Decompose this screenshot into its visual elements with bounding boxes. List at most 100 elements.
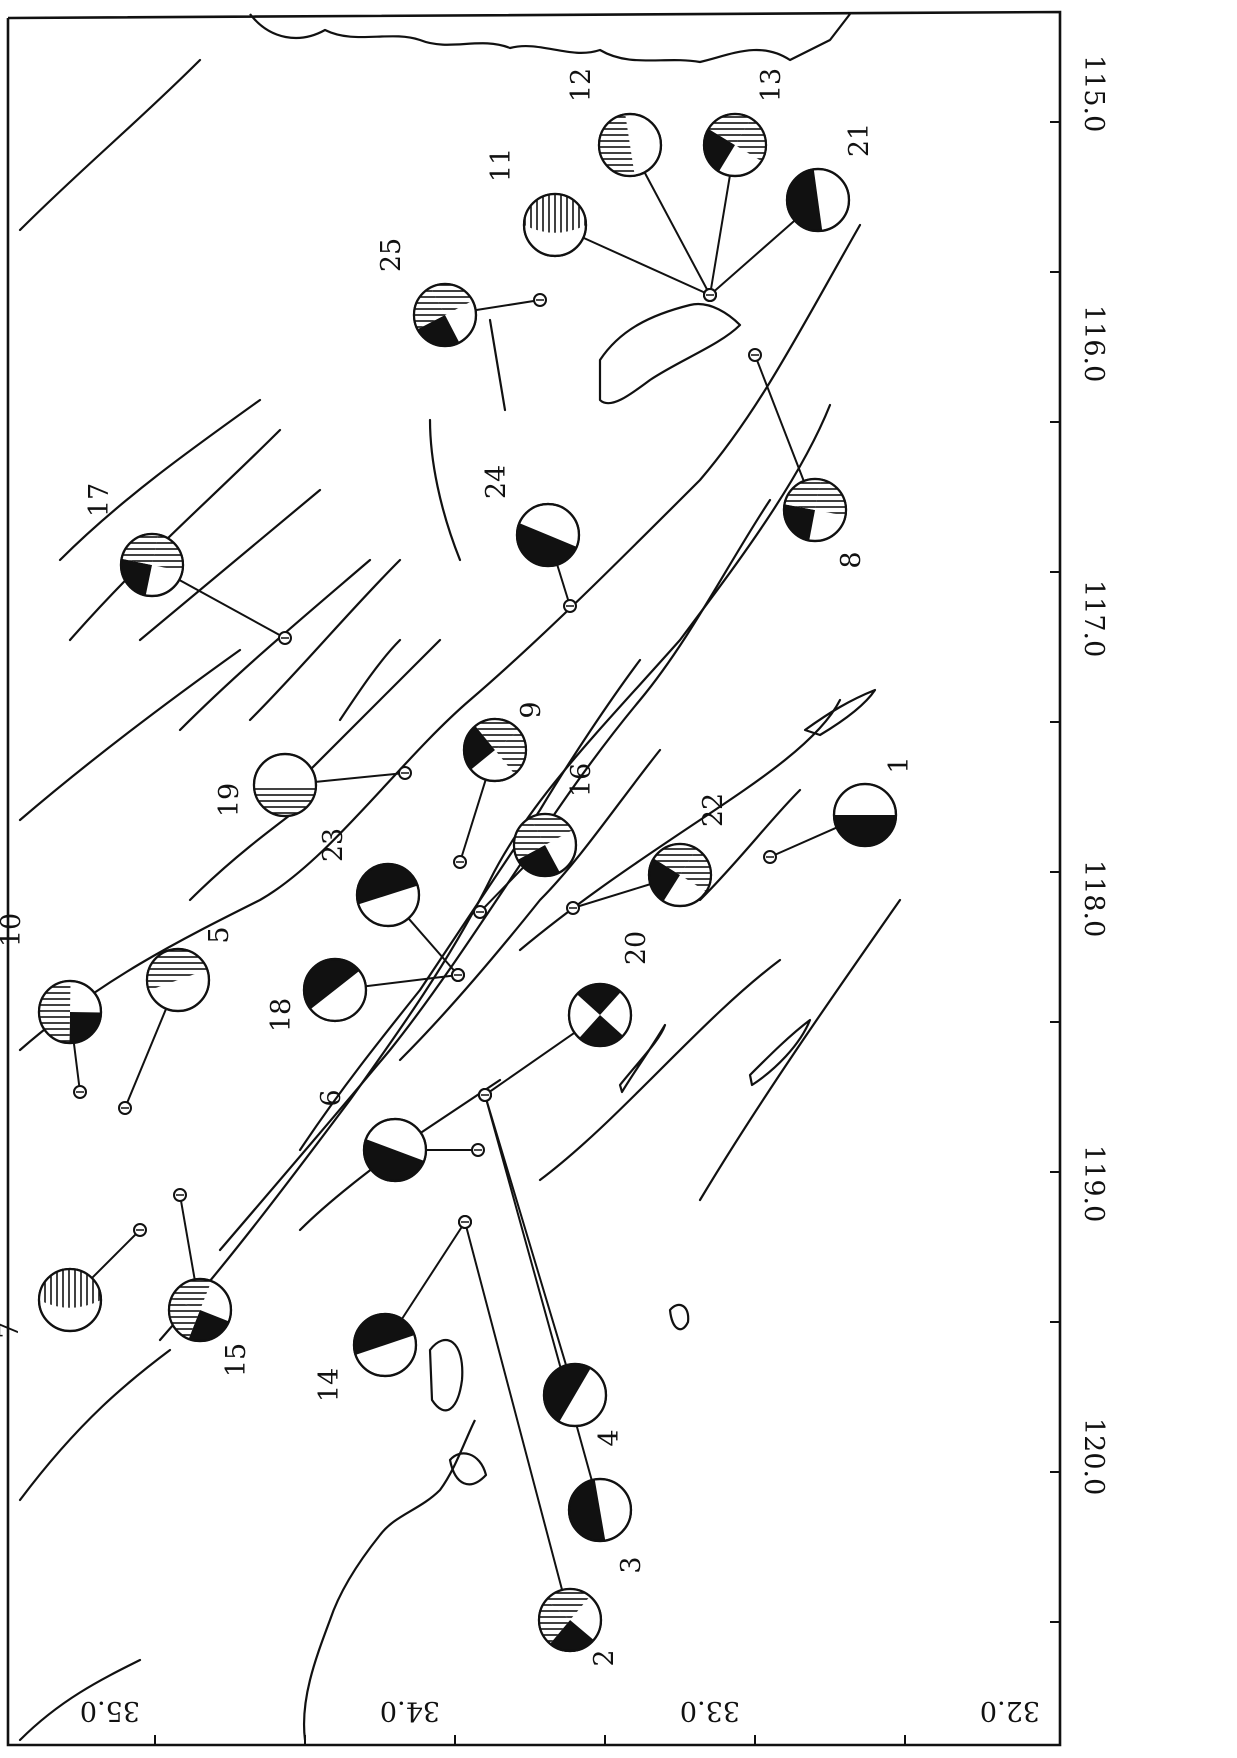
connector-line — [464, 1221, 564, 1591]
beachball-rim — [302, 957, 368, 1023]
compressional-quadrant — [304, 959, 360, 1010]
hatched-quadrant — [413, 287, 445, 330]
connector-line — [72, 1042, 81, 1093]
beachball-rim — [597, 112, 663, 178]
beachball — [252, 752, 318, 818]
event-label: 17 — [84, 483, 115, 517]
connector-line — [769, 826, 838, 858]
event-label: 8 — [836, 551, 867, 568]
beachball-rim — [567, 1477, 633, 1543]
beachball-rim — [355, 862, 421, 928]
beachball — [537, 1587, 603, 1653]
connector-line — [484, 1094, 568, 1366]
beachball — [702, 112, 768, 178]
beachball — [352, 1312, 418, 1378]
event-label: 9 — [516, 701, 547, 718]
beachball-rim — [702, 112, 768, 178]
tick-label-119: 119.0 — [1078, 1145, 1109, 1222]
hatched-quadrant — [784, 479, 821, 510]
tick-label-116: 116.0 — [1078, 305, 1109, 382]
beachball — [167, 1277, 233, 1343]
event-label: 12 — [566, 68, 597, 102]
event-label: 16 — [566, 763, 597, 797]
tick-label-115: 115.0 — [1078, 55, 1109, 132]
event-5: 5 — [118, 926, 235, 1115]
beachball-rim — [515, 502, 581, 568]
connector-line — [475, 299, 541, 312]
event-9: 9 — [453, 701, 547, 869]
event-1: 1 — [763, 756, 915, 864]
compressional-quadrant — [121, 558, 152, 596]
beachball — [785, 167, 851, 233]
beachball — [145, 947, 211, 1013]
beachball-rim — [362, 1117, 428, 1183]
connector-line — [401, 1221, 466, 1320]
connector-line — [124, 1008, 168, 1109]
event-17: 17 — [84, 483, 292, 645]
hatched-quadrant — [514, 817, 545, 860]
beachball — [597, 112, 663, 178]
tick-label-118: 118.0 — [1078, 860, 1109, 937]
compressional-quadrant — [569, 1479, 606, 1541]
beachball — [832, 782, 898, 848]
beachball-rim — [522, 192, 588, 258]
hatched-region — [598, 114, 635, 176]
hatched-quadrant — [708, 113, 752, 145]
event-11: 11 — [486, 148, 717, 302]
hatched-quadrant — [152, 534, 183, 572]
event-label: 1 — [884, 756, 915, 773]
hatched-quadrant — [653, 844, 697, 875]
event-label: 6 — [316, 1089, 347, 1106]
beachball — [412, 282, 478, 348]
beachball — [567, 1477, 633, 1543]
compressional-quadrant — [576, 983, 621, 1015]
beachball — [119, 532, 185, 598]
event-10: 10 — [0, 913, 103, 1099]
beachball-rim — [462, 717, 528, 783]
hatched-region — [524, 194, 586, 233]
tick-label-35: 35.0 — [80, 1695, 140, 1726]
tick-label-32: 32.0 — [980, 1695, 1040, 1726]
beachball — [542, 1362, 608, 1428]
compressional-quadrant — [786, 169, 823, 231]
connector-line — [582, 236, 711, 296]
event-20: 20 — [478, 931, 652, 1102]
beachball — [782, 477, 848, 543]
event-label: 10 — [0, 913, 27, 947]
event-label: 14 — [314, 1368, 345, 1402]
compressional-quadrant — [834, 815, 896, 846]
event-7: 7 — [0, 1223, 147, 1339]
beachball-rim — [412, 282, 478, 348]
hatched-quadrant — [546, 1589, 590, 1620]
event-8: 8 — [748, 348, 867, 569]
connector-line — [407, 917, 459, 976]
event-25: 25 — [376, 238, 547, 348]
hatched-quadrant — [430, 283, 473, 315]
beachball-rim — [567, 982, 633, 1048]
beachball — [647, 842, 713, 908]
beachball — [522, 192, 588, 258]
connector-line — [643, 171, 711, 296]
beachball-rim — [647, 842, 713, 908]
event-21: 21 — [703, 123, 875, 302]
hatched-quadrant — [475, 719, 520, 750]
map-frame — [6, 10, 1062, 1747]
beachball-rim — [37, 979, 103, 1045]
event-label: 4 — [594, 1429, 625, 1446]
event-24: 24 — [481, 465, 581, 613]
beachball — [512, 812, 578, 878]
beachball-rim — [37, 1267, 103, 1333]
compressional-quadrant — [703, 128, 735, 172]
compressional-quadrant — [463, 725, 495, 770]
hatched-quadrant — [169, 1298, 200, 1339]
right-axis: 115.0 116.0 117.0 118.0 119.0 120.0 — [1050, 55, 1109, 1623]
beachball — [37, 979, 103, 1045]
hatched-quadrant — [495, 730, 526, 775]
event-4: 4 — [478, 1088, 625, 1447]
connector-line — [365, 974, 459, 988]
beachball — [462, 717, 528, 783]
compressional-quadrant — [364, 1139, 425, 1181]
tick-label-117: 117.0 — [1078, 580, 1109, 657]
compressional-quadrant — [354, 1313, 415, 1355]
